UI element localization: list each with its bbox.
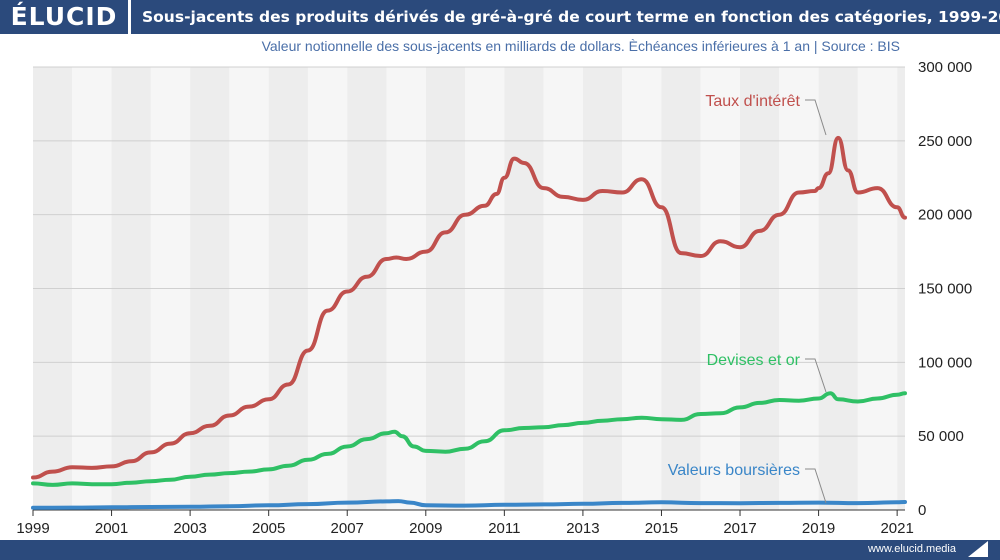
label-leader [805, 468, 827, 504]
x-tick-label: 1999 [16, 520, 49, 537]
chart-title: Sous-jacents des produits dérivés de gré… [142, 8, 1000, 26]
x-tick-label: 2009 [409, 520, 442, 537]
y-tick-label: 100 000 [918, 354, 972, 371]
series-label: Valeurs boursières [668, 462, 800, 479]
y-tick-label: 0 [918, 502, 926, 519]
x-tick-label: 2017 [723, 520, 756, 537]
y-tick-label: 300 000 [918, 59, 972, 76]
header-bar [0, 0, 1000, 34]
x-tick-label: 2015 [645, 520, 678, 537]
chart-subtitle: Valeur notionnelle des sous-jacents en m… [261, 38, 900, 54]
series-label: Taux d'intérêt [705, 93, 800, 110]
series-line [31, 135, 907, 480]
x-tick-label: 2001 [95, 520, 128, 537]
label-leader [805, 358, 827, 393]
x-tick-label: 2019 [802, 520, 835, 537]
footer-bar [0, 540, 1000, 560]
y-axis: 0 50 000 100 000 150 000 200 000 250 000 300 0… [918, 59, 972, 519]
footer-url[interactable]: www.elucid.media [867, 543, 956, 555]
logo-separator [128, 0, 131, 34]
label-leader [805, 99, 827, 136]
y-tick-label: 250 000 [918, 133, 972, 150]
series-label: Devises et or [707, 352, 801, 369]
series-line [31, 499, 907, 510]
y-tick-label: 50 000 [918, 428, 964, 445]
x-tick-label: 2021 [880, 520, 913, 537]
elucid-logo: ÉLUCID [0, 0, 128, 34]
x-tick-label: 2011 [488, 520, 520, 537]
x-tick-label: 2003 [173, 520, 206, 537]
x-tick-label: 2005 [252, 520, 285, 537]
elucid-mark-icon [968, 541, 988, 557]
series-line [31, 391, 907, 487]
x-axis: 1999 2001 2003 2005 2007 2009 2011 2013 2015 2017… [16, 509, 914, 537]
line-chart: 1999 2001 2003 2005 2007 2009 2011 2013 2015 2017… [16, 59, 972, 537]
series-lines [31, 135, 907, 510]
y-tick-label: 200 000 [918, 207, 972, 224]
y-tick-label: 150 000 [918, 281, 972, 298]
series-labels: Taux d'intérêt Devises et or Valeurs bours… [668, 93, 827, 504]
x-tick-label: 2013 [566, 520, 599, 537]
x-tick-label: 2007 [331, 520, 364, 537]
